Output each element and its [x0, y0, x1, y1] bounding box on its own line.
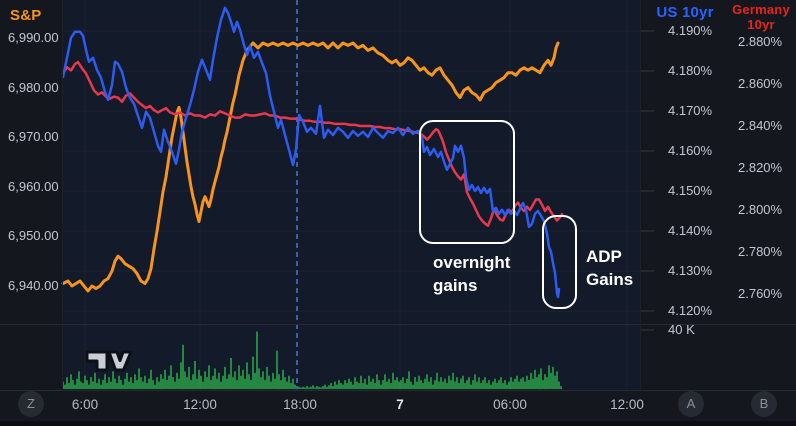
series-line-s-p[interactable]: [61, 41, 560, 293]
volume-bars: [62, 331, 562, 390]
pane-separator[interactable]: [0, 324, 796, 325]
series-line-germany-10yr[interactable]: [61, 60, 564, 227]
button-a[interactable]: A: [678, 391, 704, 417]
tradingview-logo-icon[interactable]: [85, 350, 133, 372]
button-b[interactable]: B: [751, 391, 777, 417]
us-axis-tick-label: 4.140%: [668, 223, 713, 238]
us-axis-tick-label: 4.170%: [668, 103, 713, 118]
time-axis-tick-label: 06:00: [493, 397, 527, 412]
left-axis-border: [62, 0, 63, 390]
sp-series-title[interactable]: S&P: [10, 7, 42, 24]
us-axis-tick-label: 4.190%: [668, 23, 713, 38]
de-axis-tick-label: 2.780%: [738, 244, 783, 259]
sp-axis-tick-label: 6,970.00: [8, 129, 59, 144]
series-line-us-10yr[interactable]: [61, 6, 561, 299]
sp-axis-tick-label: 6,960.00: [8, 179, 59, 194]
volume-axis-label: 40 K: [668, 322, 695, 337]
de-axis-tick-label: 2.860%: [738, 76, 783, 91]
de-axis-tick-label: 2.880%: [738, 34, 783, 49]
sp-axis-tick-label: 6,940.00: [8, 278, 59, 293]
us-axis-tick-label: 4.120%: [668, 303, 713, 318]
us-axis-tick-label: 4.160%: [668, 143, 713, 158]
bottom-edge: [0, 421, 796, 426]
adp-gains-label: ADP Gains: [586, 247, 634, 289]
time-axis-tick-label: 18:00: [283, 397, 317, 412]
de-axis-tick-label: 2.840%: [738, 118, 783, 133]
sp-axis-tick-label: 6,950.00: [8, 228, 59, 243]
zoom-button[interactable]: Z: [18, 391, 44, 417]
de-axis-tick-label: 2.820%: [738, 160, 783, 175]
time-axis-tick-label: 6:00: [71, 397, 99, 412]
us-axis-tick-label: 4.180%: [668, 63, 713, 78]
sp-axis-tick-label: 6,980.00: [8, 80, 59, 95]
right-axis-border: [640, 0, 641, 390]
axis-tick-marks: [640, 30, 654, 331]
us-axis-tick-label: 4.150%: [668, 183, 713, 198]
time-axis-separator: [0, 390, 796, 391]
us10yr-series-title[interactable]: US 10yr: [656, 4, 714, 21]
price-lines: [61, 6, 564, 299]
germany10yr-series-title[interactable]: Germany 10yr: [732, 2, 790, 32]
overnight-gains-label: overnight gains: [433, 253, 511, 295]
us-axis-tick-label: 4.130%: [668, 263, 713, 278]
de-axis-tick-label: 2.760%: [738, 286, 783, 301]
time-axis-tick-label: 12:00: [183, 397, 217, 412]
overnight-gains-box: [419, 120, 515, 244]
adp-gains-box: [542, 215, 577, 309]
sp-axis-tick-label: 6,990.00: [8, 30, 59, 45]
de-axis-tick-label: 2.800%: [738, 202, 783, 217]
time-axis-tick-label: 7: [396, 397, 404, 412]
time-axis-tick-label: 12:00: [610, 397, 644, 412]
